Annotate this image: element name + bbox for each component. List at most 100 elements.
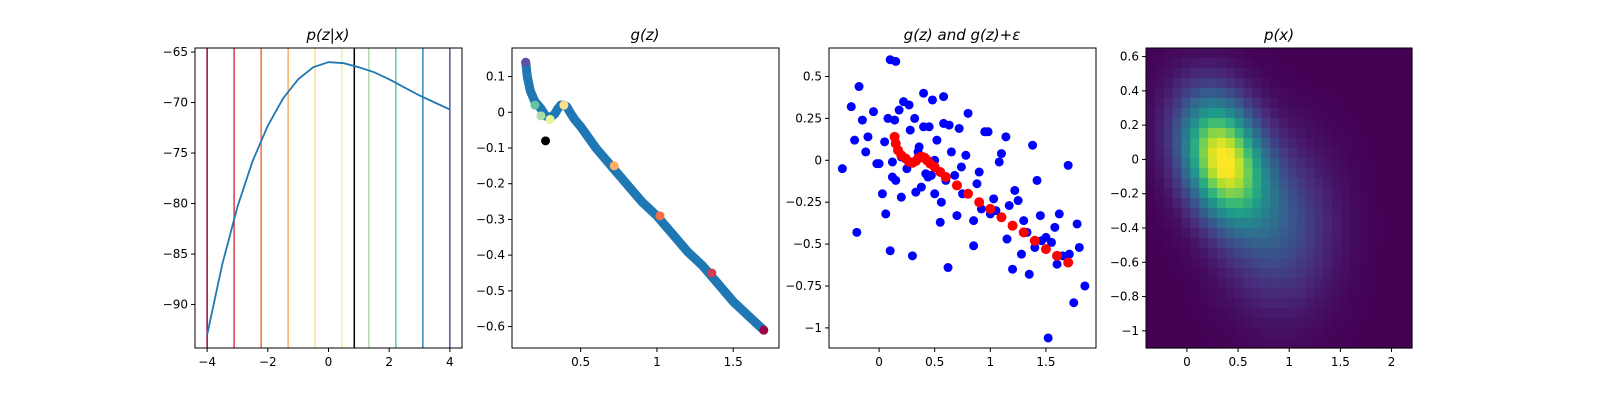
px-heat-cell: [1234, 138, 1245, 149]
px-heat-cell: [1314, 228, 1324, 239]
px-heat-cell: [1394, 228, 1404, 239]
px-heat-cell: [1208, 108, 1218, 119]
px-heat-cell: [1190, 268, 1200, 279]
px-heat-cell: [1146, 238, 1156, 249]
noisy-point: [1050, 222, 1060, 232]
px-heat-cell: [1208, 338, 1218, 349]
px-heat-cell: [1252, 108, 1262, 119]
px-heat-cell: [1243, 268, 1253, 279]
px-heat-cell: [1323, 48, 1333, 59]
px-heat-cell: [1323, 318, 1333, 329]
px-heat-cell: [1154, 188, 1165, 199]
px-heat-cell: [1332, 268, 1342, 279]
noisy-point: [983, 127, 993, 137]
px-heat-cell: [1376, 58, 1386, 69]
clean-point: [1052, 250, 1063, 261]
px-heat-cell: [1261, 218, 1271, 229]
px-heat-cell: [1367, 328, 1378, 339]
px-heat-cell: [1376, 268, 1386, 279]
px-heat-cell: [1243, 178, 1253, 189]
px-heat-cell: [1341, 268, 1351, 279]
px-heat-cell: [1190, 258, 1200, 269]
panel-gz-noise-title: g(z) and g(z)+ε: [904, 26, 1021, 44]
px-heat-cell: [1358, 248, 1369, 259]
px-heat-cell: [1252, 298, 1262, 309]
px-heat-cell: [1341, 318, 1351, 329]
px-heat-cell: [1385, 138, 1395, 149]
px-heat-cell: [1216, 318, 1227, 329]
px-heat-cell: [1252, 88, 1262, 99]
px-heat-cell: [1261, 128, 1271, 139]
px-heat-cell: [1270, 108, 1280, 119]
px-heat-cell: [1163, 108, 1174, 119]
px-heat-cell: [1172, 228, 1183, 239]
px-xtick-label: 0.5: [1229, 355, 1248, 369]
noisy-point: [1016, 249, 1026, 259]
px-heat-cell: [1252, 68, 1262, 79]
px-heat-cell: [1332, 58, 1342, 69]
px-heat-cell: [1181, 298, 1191, 309]
panel-px-frame: [1145, 47, 1413, 349]
px-heat-cell: [1394, 268, 1404, 279]
px-heat-cell: [1403, 198, 1413, 209]
px-heat-cell: [1279, 248, 1289, 259]
px-heat-cell: [1146, 198, 1156, 209]
px-heat-cell: [1296, 278, 1307, 289]
px-heat-cell: [1403, 168, 1413, 179]
noisy-point: [1035, 211, 1045, 221]
px-heat-cell: [1385, 108, 1395, 119]
px-heat-cell: [1270, 138, 1280, 149]
px-heat-cell: [1208, 318, 1218, 329]
px-heat-cell: [1394, 188, 1404, 199]
px-heat-cell: [1358, 58, 1369, 69]
px-heat-cell: [1216, 208, 1227, 219]
px-heat-cell: [1296, 58, 1307, 69]
px-heat-cell: [1314, 118, 1324, 129]
noisy-point: [927, 95, 937, 105]
px-heat-cell: [1358, 238, 1369, 249]
px-heat-cell: [1154, 298, 1165, 309]
px-heat-cell: [1394, 58, 1404, 69]
px-heat-cell: [1341, 78, 1351, 89]
px-heat-cell: [1349, 168, 1360, 179]
px-heat-cell: [1252, 58, 1262, 69]
px-heat-cell: [1163, 308, 1174, 319]
px-heat-cell: [1376, 208, 1386, 219]
px-heat-cell: [1287, 308, 1298, 319]
px-heat-cell: [1208, 168, 1218, 179]
px-heat-cell: [1234, 88, 1245, 99]
px-heat-cell: [1208, 78, 1218, 89]
px-heat-cell: [1270, 88, 1280, 99]
px-heat-cell: [1225, 258, 1236, 269]
px-heat-cell: [1216, 218, 1227, 229]
px-heat-cell: [1234, 78, 1245, 89]
px-heat-cell: [1163, 208, 1174, 219]
px-heat-cell: [1349, 118, 1360, 129]
px-heat-cell: [1163, 298, 1174, 309]
px-heat-cell: [1332, 318, 1342, 329]
px-heat-cell: [1349, 178, 1360, 189]
px-heat-cell: [1270, 328, 1280, 339]
px-heat-cell: [1208, 118, 1218, 129]
px-heat-cell: [1181, 118, 1191, 129]
noisy-point: [887, 157, 897, 167]
px-heat-cell: [1305, 258, 1316, 269]
px-heat-cell: [1199, 128, 1209, 139]
px-heat-cell: [1172, 208, 1183, 219]
px-heat-cell: [1216, 178, 1227, 189]
px-heat-cell: [1225, 328, 1236, 339]
px-heat-cell: [1403, 78, 1413, 89]
px-heat-cell: [1279, 58, 1289, 69]
px-heat-cell: [1367, 338, 1378, 349]
px-heat-cell: [1216, 298, 1227, 309]
px-heat-cell: [1403, 158, 1413, 169]
px-heat-cell: [1305, 308, 1316, 319]
px-heat-cell: [1403, 208, 1413, 219]
px-heat-cell: [1287, 128, 1298, 139]
px-heat-cell: [1323, 128, 1333, 139]
px-heat-cell: [1234, 238, 1245, 249]
px-heat-cell: [1172, 78, 1183, 89]
px-heat-cell: [1323, 258, 1333, 269]
px-heat-cell: [1341, 138, 1351, 149]
noisy-point: [974, 167, 984, 177]
